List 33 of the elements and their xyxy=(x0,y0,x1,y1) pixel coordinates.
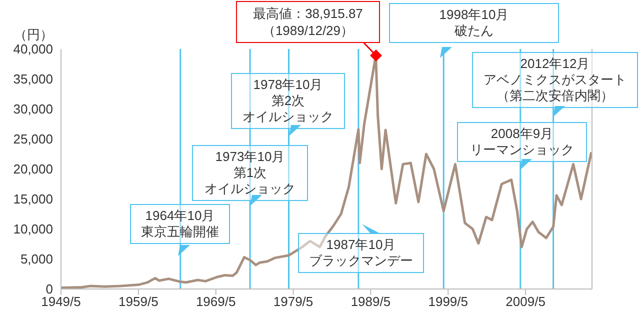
callout-box: 1978年10月第2次オイルショック xyxy=(231,73,345,129)
y-tick-label: 5,000 xyxy=(20,252,53,267)
ref-line-label: 2008年9月リーマンショック xyxy=(469,126,575,158)
x-tick-label: 2009/5 xyxy=(506,294,546,310)
ref-line-label: 1987年10月ブラックマンデー xyxy=(308,237,414,269)
ref-line-label: 1973年10月第1次オイルショック xyxy=(204,149,296,197)
ref-line-label: 1964年10月東京五輪開催 xyxy=(140,208,220,240)
annotation: 最高値：38,915.87（1989/12/29） xyxy=(252,5,364,39)
callout-box: 2008年9月リーマンショック xyxy=(457,122,587,162)
x-tick-label: 1989/5 xyxy=(350,294,391,310)
y-tick-label: 0 xyxy=(46,282,53,297)
y-tick-label: 25,000 xyxy=(13,132,53,147)
y-tick-label: 40,000 xyxy=(13,42,53,57)
ref-line-label: 2012年12月アベノミクスがスタート（第二次安倍内閣） xyxy=(482,56,628,104)
x-tick-label: 1979/5 xyxy=(273,294,314,310)
y-tick-label: 10,000 xyxy=(13,222,53,237)
callout-box: 1998年10月破たん xyxy=(389,3,559,43)
x-tick-label: 1999/5 xyxy=(428,294,468,310)
callout-box: 最高値：38,915.87（1989/12/29） xyxy=(236,1,380,43)
y-axis-title: （円） xyxy=(14,26,53,44)
callout-box: 1973年10月第1次オイルショック xyxy=(192,145,308,201)
x-tick-label: 1959/5 xyxy=(118,294,158,310)
y-tick-label: 20,000 xyxy=(13,162,53,177)
ref-line-label: 1978年10月第2次オイルショック xyxy=(242,77,334,125)
ref-line-label: 1998年10月破たん xyxy=(438,7,510,39)
callout-box: 1964年10月東京五輪開催 xyxy=(130,204,230,244)
callout-box: 1987年10月ブラックマンデー xyxy=(298,233,424,273)
y-tick-label: 30,000 xyxy=(13,102,53,117)
x-tick-label: 1969/5 xyxy=(196,294,236,310)
x-tick-label: 1949/5 xyxy=(41,294,81,310)
y-tick-label: 15,000 xyxy=(13,192,53,207)
callout-box: 2012年12月アベノミクスがスタート（第二次安倍内閣） xyxy=(472,52,638,108)
y-tick-label: 35,000 xyxy=(13,72,53,87)
